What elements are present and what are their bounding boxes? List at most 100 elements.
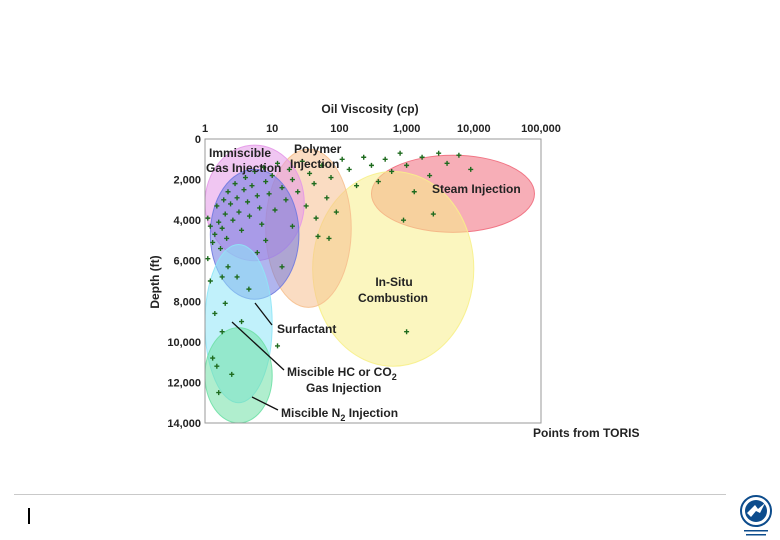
data-point <box>315 233 321 239</box>
data-point <box>295 189 301 195</box>
data-point <box>328 175 334 181</box>
data-point <box>239 319 245 325</box>
data-point <box>261 164 267 170</box>
miscible-n2-label: Miscible N2 Injection <box>281 406 398 423</box>
data-point <box>382 156 388 162</box>
toris-points <box>205 150 474 396</box>
footer-divider <box>14 494 726 495</box>
data-point <box>279 185 285 191</box>
data-point <box>207 278 213 284</box>
data-point <box>239 227 245 233</box>
data-point <box>254 193 260 199</box>
data-point <box>263 237 269 243</box>
miscible-hc-label-text: Miscible HC or CO <box>287 365 392 379</box>
data-point <box>234 195 240 201</box>
miscible-hc-label-line1: Miscible HC or CO2 <box>287 365 397 382</box>
data-point <box>257 205 263 211</box>
data-point <box>259 221 265 227</box>
data-point <box>324 195 330 201</box>
miscible-n2-region <box>204 327 273 424</box>
data-point <box>375 179 381 185</box>
data-point <box>205 256 211 262</box>
data-point <box>319 162 325 168</box>
x-tick-label: 1 <box>202 123 208 135</box>
surfactant-label: Surfactant <box>277 322 336 336</box>
data-point <box>361 154 367 160</box>
logo-caption-line-2 <box>746 534 766 536</box>
data-point <box>401 217 407 223</box>
data-point <box>404 329 410 335</box>
data-point <box>229 371 235 377</box>
organization-logo <box>740 495 772 536</box>
x-tick-label: 10,000 <box>457 123 491 135</box>
logo-bird-icon <box>747 503 765 517</box>
y-tick-label: 10,000 <box>167 337 201 349</box>
leader-lines <box>231 302 285 411</box>
y-tick-label: 12,000 <box>167 377 201 389</box>
logo-caption-line-1 <box>744 530 768 532</box>
x-axis-title: Oil Viscosity (cp) <box>321 102 418 116</box>
data-point <box>339 156 345 162</box>
surfactant-leader <box>254 302 273 326</box>
data-point <box>275 160 281 166</box>
y-tick-label: 2,000 <box>173 175 201 187</box>
logo-ring <box>740 495 772 527</box>
data-point <box>212 231 218 237</box>
in-situ-label-line1: In-Situ <box>375 275 412 289</box>
data-point <box>234 274 240 280</box>
data-point <box>311 181 317 187</box>
data-point <box>263 179 269 185</box>
data-point <box>468 166 474 172</box>
data-point <box>232 181 238 187</box>
polymer-label-line1: Polymer <box>294 142 342 156</box>
data-point <box>397 150 403 156</box>
data-point <box>245 199 251 205</box>
y-tick-label: 4,000 <box>173 215 201 227</box>
data-point <box>303 203 309 209</box>
data-point <box>354 183 360 189</box>
data-point <box>210 239 216 245</box>
immiscible-label-line1: Immiscible <box>209 146 271 160</box>
y-axis-ticks: 0 2,000 4,000 6,000 8,000 10,000 12,000 14,000 <box>167 134 201 430</box>
data-point <box>279 264 285 270</box>
data-point <box>210 355 216 361</box>
data-point <box>241 187 247 193</box>
data-point <box>436 150 442 156</box>
data-point <box>219 274 225 280</box>
data-point <box>230 217 236 223</box>
data-point <box>225 189 231 195</box>
data-point <box>219 329 225 335</box>
data-point <box>214 363 220 369</box>
data-point <box>286 166 292 172</box>
y-axis-title: Depth (ft) <box>148 255 162 308</box>
data-point <box>222 300 228 306</box>
miscible-n2-leader <box>251 396 279 411</box>
x-tick-label: 10 <box>266 123 278 135</box>
data-point <box>368 162 374 168</box>
data-point <box>207 223 213 229</box>
data-point <box>307 170 313 176</box>
data-point <box>444 160 450 166</box>
data-point <box>430 211 436 217</box>
data-point <box>214 203 220 209</box>
data-point <box>222 211 228 217</box>
y-tick-label: 8,000 <box>173 296 201 308</box>
data-point <box>228 201 234 207</box>
x-tick-label: 1,000 <box>393 123 421 135</box>
miscible-n2-label-pre: Miscible N <box>281 406 340 420</box>
data-point <box>219 225 225 231</box>
miscible-n2-subscript: 2 <box>340 413 345 423</box>
data-point <box>247 213 253 219</box>
x-tick-label: 100 <box>330 123 348 135</box>
data-point <box>313 215 319 221</box>
data-point <box>236 209 242 215</box>
steam-label: Steam Injection <box>432 182 521 196</box>
data-point <box>225 264 231 270</box>
data-point <box>266 191 272 197</box>
points-source-note: Points from TORIS <box>533 426 639 440</box>
miscible-hc-label-line2: Gas Injection <box>306 381 381 395</box>
data-point <box>205 215 211 221</box>
data-point <box>289 223 295 229</box>
data-point <box>242 175 248 181</box>
y-tick-label: 14,000 <box>167 418 201 430</box>
